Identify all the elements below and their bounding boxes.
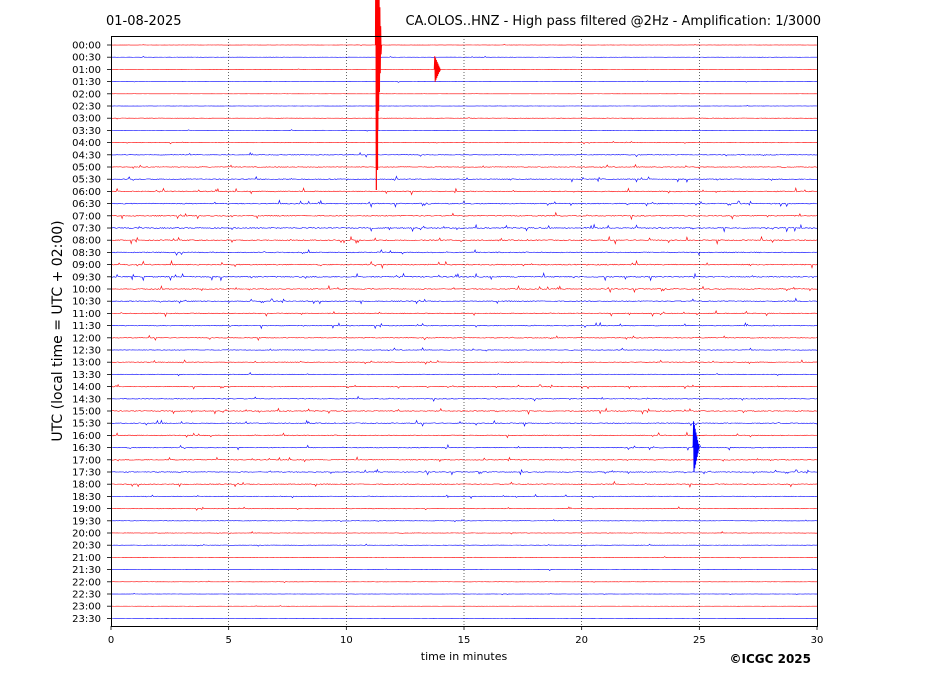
- x-axis-label: time in minutes: [421, 650, 508, 663]
- y-tick-label: 10:30: [72, 297, 101, 308]
- trace-2000: [110, 531, 818, 535]
- plot-frame: [111, 36, 818, 627]
- trace-1900: [110, 506, 818, 511]
- copyright-label: ©ICGC 2025: [729, 652, 811, 666]
- trace-2200: [110, 580, 818, 583]
- y-tick-label: 20:30: [72, 541, 101, 552]
- trace-1930: [111, 519, 818, 523]
- x-tick-label: 30: [811, 635, 824, 646]
- x-tick-label: 25: [693, 635, 706, 646]
- y-tick-label: 23:00: [72, 602, 101, 613]
- trace-0730: [110, 223, 818, 233]
- trace-0630: [110, 199, 818, 208]
- trace-0400: [110, 141, 818, 145]
- trace-1000: [110, 284, 818, 293]
- y-tick-label: 19:30: [72, 516, 101, 527]
- event-spike: [433, 56, 441, 82]
- trace-1030: [110, 297, 818, 305]
- y-tick-label: 13:30: [72, 370, 101, 381]
- y-tick-label: 11:00: [72, 309, 101, 320]
- y-tick-label: 07:30: [72, 224, 101, 235]
- trace-0500: [110, 163, 818, 169]
- trace-0530: [110, 175, 818, 183]
- y-tick-label: 22:00: [72, 577, 101, 588]
- y-tick-label: 23:30: [72, 614, 101, 625]
- y-tick-label: 11:30: [72, 321, 101, 332]
- y-tick-label: 03:00: [72, 114, 101, 125]
- y-tick-label: 01:00: [72, 65, 101, 76]
- date-label: 01-08-2025: [106, 14, 182, 29]
- trace-1830: [110, 493, 818, 500]
- y-axis-label: UTC (local time = UTC + 02:00): [50, 220, 66, 441]
- x-tick-label: 15: [458, 635, 471, 646]
- y-tick-label: 04:00: [72, 138, 101, 149]
- y-tick-label: 16:00: [72, 431, 101, 442]
- trace-0300: [110, 117, 818, 120]
- trace-1500: [110, 407, 818, 415]
- y-tick-label: 02:30: [72, 102, 101, 113]
- y-tick-label: 00:00: [72, 41, 101, 52]
- y-tick-label: 13:00: [72, 358, 101, 369]
- y-tick-label: 17:30: [72, 468, 101, 479]
- y-tick-label: 18:30: [72, 492, 101, 503]
- trace-1200: [110, 334, 818, 341]
- y-tick-label: 15:30: [72, 419, 101, 430]
- y-tick-label: 09:30: [72, 272, 101, 283]
- y-tick-label: 04:30: [72, 150, 101, 161]
- trace-0430: [110, 152, 818, 158]
- y-tick-label: 14:30: [72, 394, 101, 405]
- y-tick-label: 19:00: [72, 504, 101, 515]
- x-axis-ticks: 0 5 10 15 20 25 30: [108, 626, 824, 646]
- y-tick-label: 03:30: [72, 126, 101, 137]
- large-event-spike: [375, 36, 379, 190]
- y-tick-label: 08:30: [72, 248, 101, 259]
- y-tick-label: 01:30: [72, 77, 101, 88]
- trace-2030: [110, 543, 818, 547]
- trace-1800: [110, 480, 818, 488]
- chart-title: CA.OLOS..HNZ - High pass filtered @2Hz -…: [405, 14, 821, 29]
- y-tick-label: 00:30: [72, 53, 101, 64]
- y-tick-label: 10:00: [72, 285, 101, 296]
- y-tick-label: 21:30: [72, 565, 101, 576]
- y-tick-label: 06:30: [72, 199, 101, 210]
- y-tick-label: 09:00: [72, 260, 101, 271]
- vertical-gridlines: [228, 36, 700, 626]
- y-tick-label: 12:00: [72, 333, 101, 344]
- y-tick-label: 17:00: [72, 455, 101, 466]
- y-tick-label: 02:00: [72, 89, 101, 100]
- trace-0330: [110, 129, 818, 132]
- trace-1730: [110, 468, 818, 476]
- y-tick-label: 08:00: [72, 236, 101, 247]
- y-tick-label: 05:30: [72, 175, 101, 186]
- y-tick-label: 06:00: [72, 187, 101, 198]
- y-tick-label: 20:00: [72, 529, 101, 540]
- y-tick-label: 15:00: [72, 407, 101, 418]
- trace-2130: [110, 568, 818, 571]
- y-tick-label: 14:00: [72, 382, 101, 393]
- y-tick-label: 21:00: [72, 553, 101, 564]
- trace-0600: [110, 187, 818, 196]
- x-tick-label: 5: [225, 635, 231, 646]
- trace-1230: [110, 347, 818, 352]
- trace-1130: [110, 321, 818, 330]
- y-tick-label: 22:30: [72, 590, 101, 601]
- y-tick-label: 07:00: [72, 211, 101, 222]
- event-spike: [692, 421, 700, 473]
- trace-2100: [110, 556, 818, 559]
- y-tick-label: 18:00: [72, 480, 101, 491]
- x-tick-label: 20: [575, 635, 588, 646]
- trace-1300: [110, 359, 818, 365]
- trace-1430: [111, 395, 818, 402]
- x-tick-label: 0: [108, 635, 114, 646]
- trace-1100: [110, 310, 818, 318]
- y-tick-label: 16:30: [72, 443, 101, 454]
- y-tick-label: 05:00: [72, 163, 101, 174]
- trace-1400: [110, 383, 818, 390]
- y-tick-label: 12:30: [72, 346, 101, 357]
- x-tick-label: 10: [340, 635, 353, 646]
